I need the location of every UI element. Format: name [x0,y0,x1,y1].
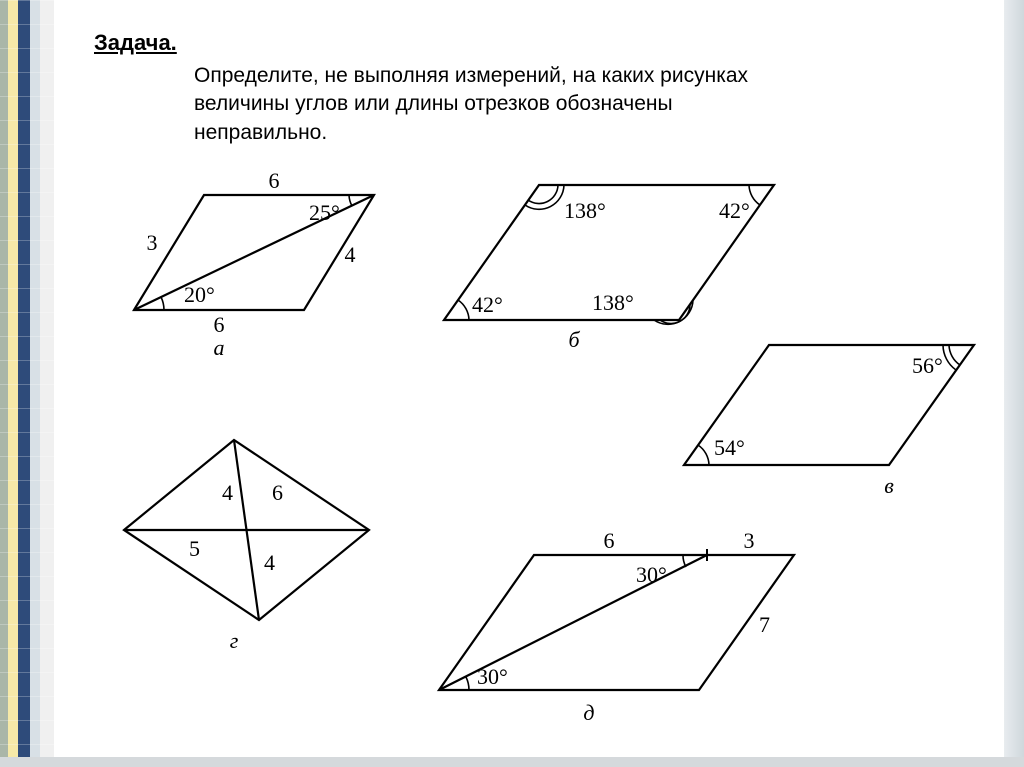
fig-d-right: 7 [759,612,770,637]
fig-d-top2: 3 [744,528,755,553]
figure-g: 4 6 5 4 г [124,440,369,653]
figure-a: 6 3 4 6 25° 20° а [134,170,374,360]
fig-g-d: 4 [264,550,275,575]
instruction-line-2: величины углов или длины отрезков обозна… [194,92,673,115]
fig-b-tr: 42° [719,198,750,223]
fig-a-bottom: 6 [214,312,225,337]
fig-a-top: 6 [269,170,280,193]
fig-a-ang-top: 25° [309,200,340,225]
left-decorative-strip [0,0,54,767]
fig-v-left: 54° [714,435,745,460]
content-area: Задача. Определите, не выполняя измерени… [54,0,1004,757]
fig-b-bl: 42° [472,292,503,317]
fig-g-a: 4 [222,480,233,505]
fig-g-b: 6 [272,480,283,505]
figure-b: 138° 42° 42° 138° б [444,185,774,352]
fig-v-right: 56° [912,353,943,378]
fig-d-ang1: 30° [636,562,667,587]
figure-v: 54° 56° в [684,345,974,498]
problem-title: Задача. [94,30,177,56]
fig-b-letter: б [568,327,580,352]
problem-instruction: Определите, не выполняя измерений, на ка… [194,62,954,147]
fig-a-left: 3 [147,230,158,255]
fig-v-letter: в [884,473,894,498]
figure-d: 6 3 30° 30° 7 д [439,528,794,725]
fig-d-top1: 6 [604,528,615,553]
fig-g-letter: г [230,628,239,653]
bottom-decorative-strip [0,757,1024,767]
diagrams-svg: 6 3 4 6 25° 20° а [114,170,984,730]
fig-g-c: 5 [189,536,200,561]
diagrams-container: 6 3 4 6 25° 20° а [114,170,984,730]
fig-b-br: 138° [592,290,634,315]
fig-a-letter: а [214,335,225,360]
fig-a-right: 4 [345,242,356,267]
fig-d-letter: д [583,700,594,725]
instruction-line-1: Определите, не выполняя измерений, на ка… [194,64,748,87]
instruction-line-3: неправильно. [194,121,327,144]
fig-d-ang2: 30° [477,664,508,689]
fig-a-ang-bottom: 20° [184,282,215,307]
right-decorative-strip [1004,0,1024,767]
fig-b-tl: 138° [564,198,606,223]
